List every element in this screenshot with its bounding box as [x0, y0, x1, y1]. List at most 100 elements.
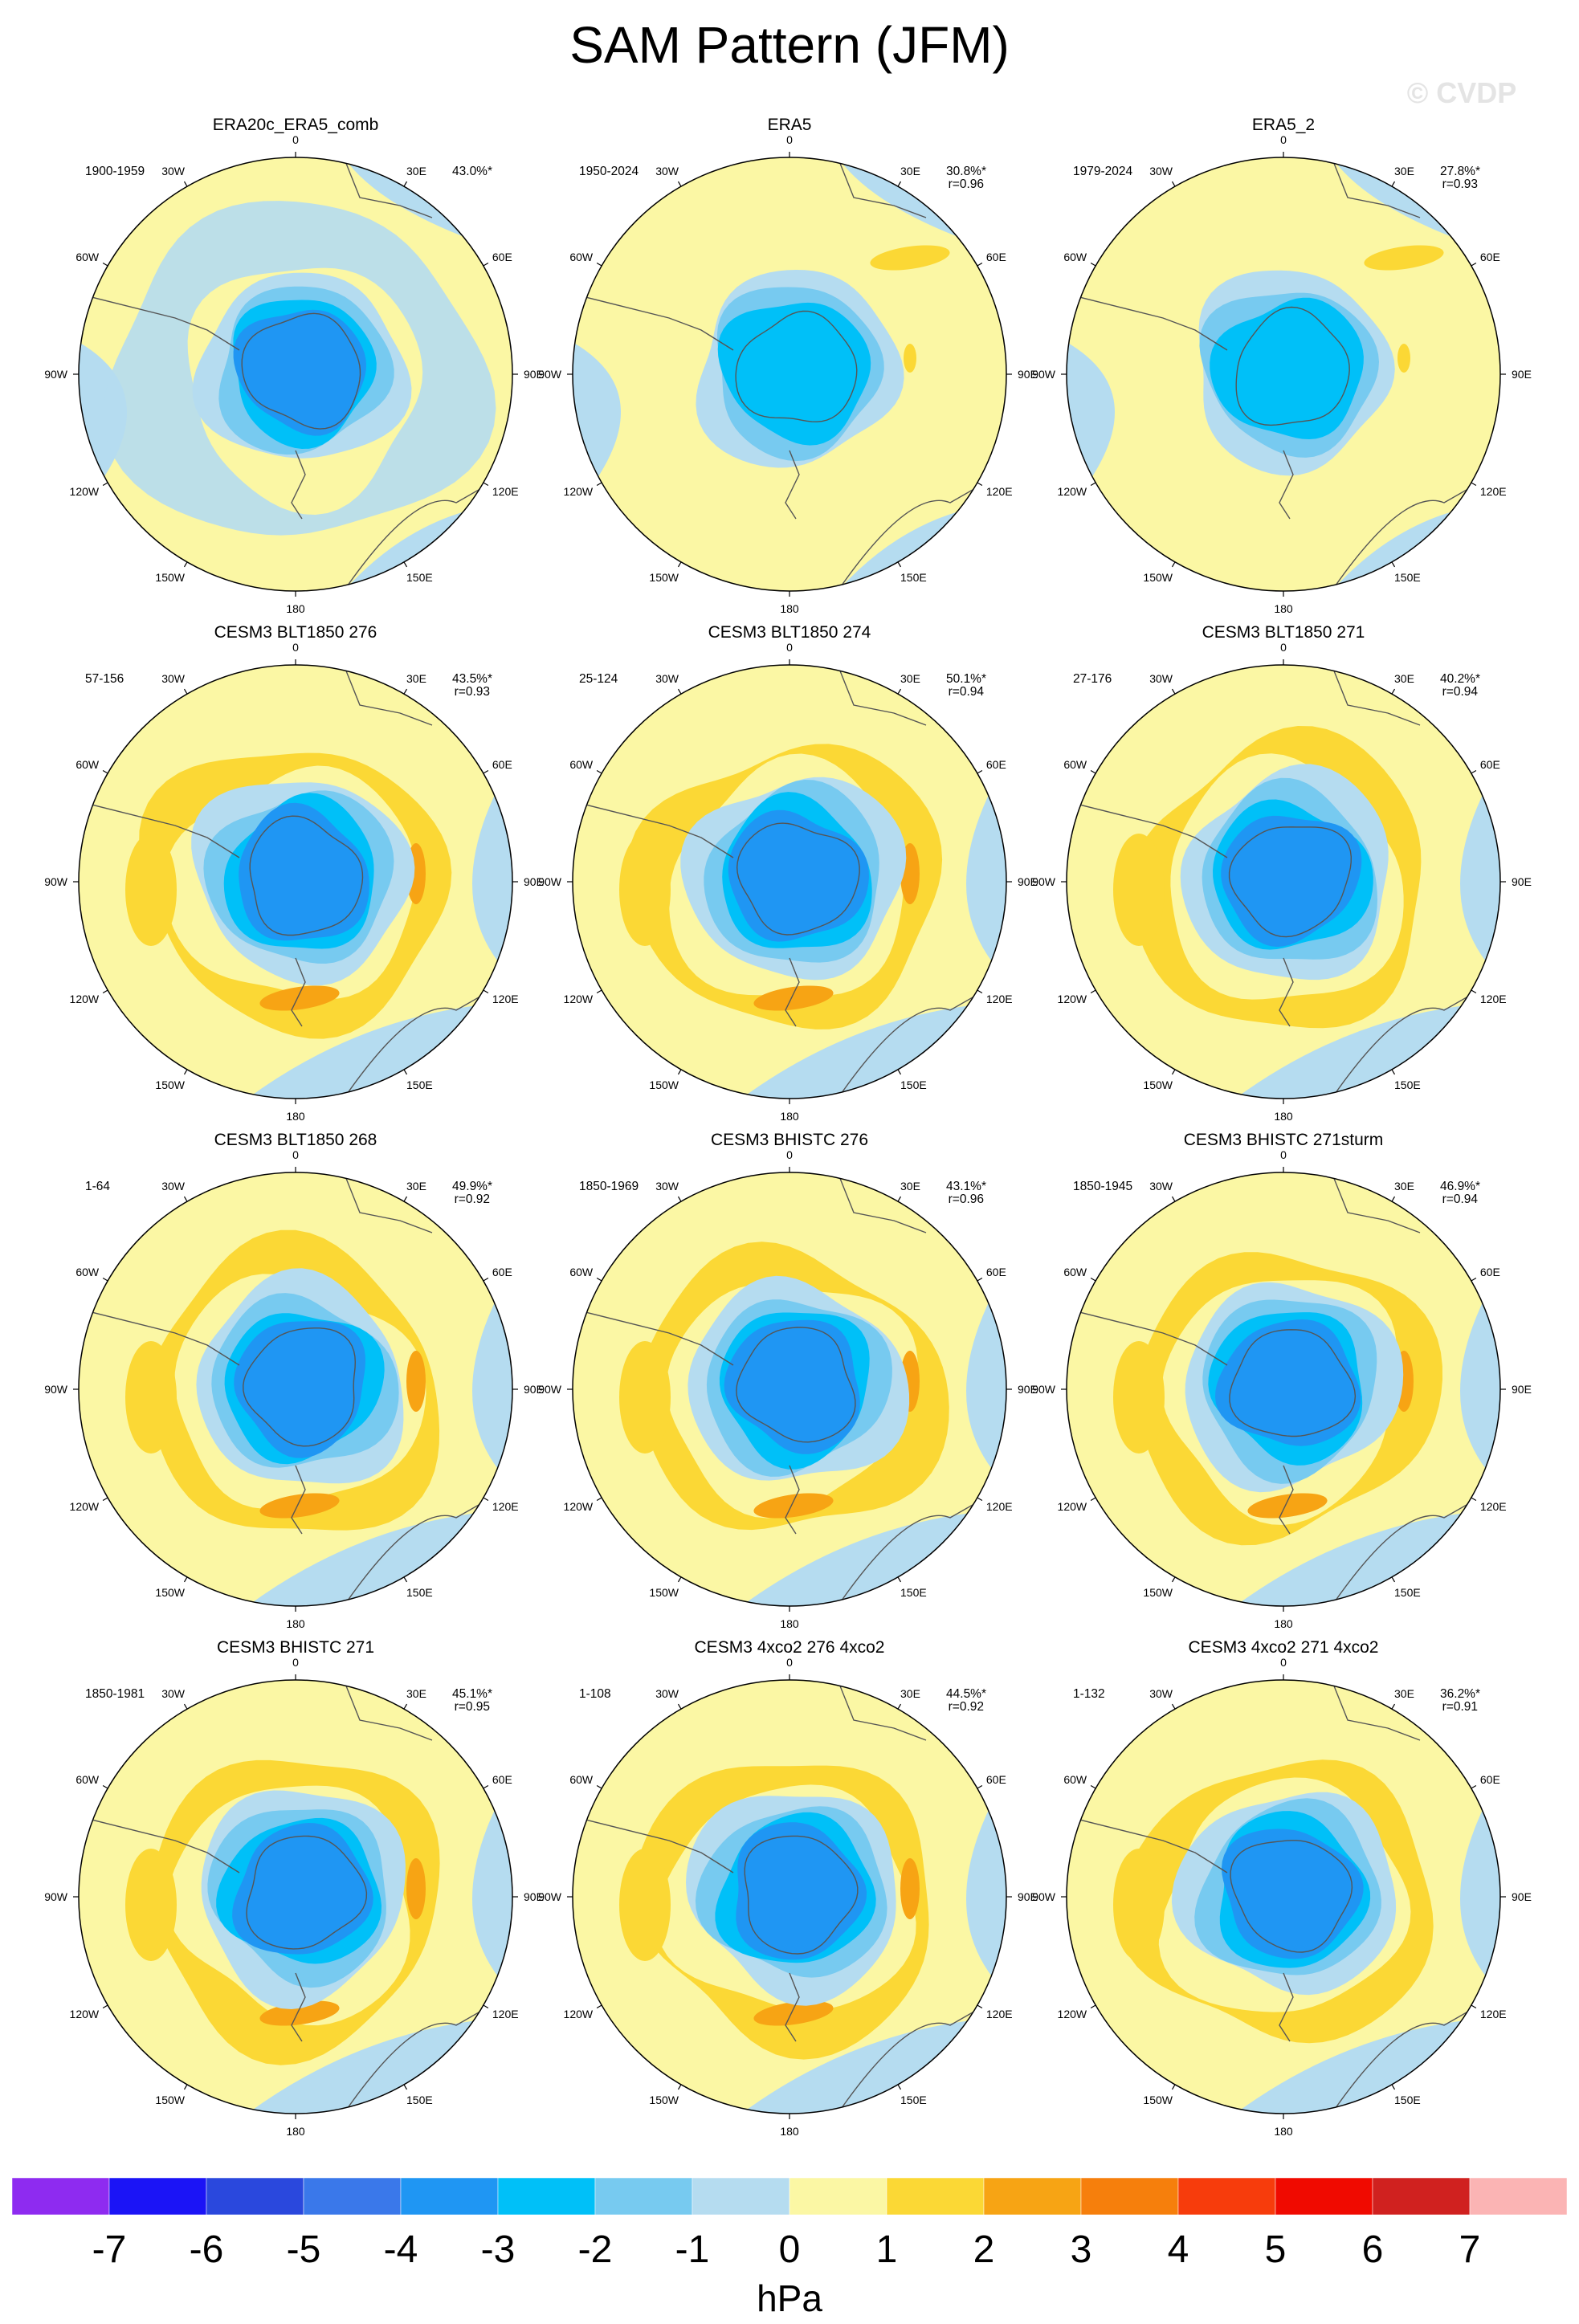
lon-label: 180: [780, 1617, 799, 1630]
lon-tick: [183, 1196, 188, 1202]
lon-label: 90W: [1032, 1890, 1056, 1903]
pattern-correlation: r=0.93: [455, 685, 490, 699]
lon-label: 30E: [900, 672, 920, 685]
lon-tick: [1090, 769, 1096, 774]
panel-period: 27-176: [1073, 672, 1112, 686]
lon-tick: [977, 1784, 983, 1789]
pattern-correlation: r=0.96: [949, 1193, 984, 1206]
panel-period: 1-108: [579, 1687, 611, 1701]
lon-label: 180: [780, 1110, 799, 1123]
positive-lobe: [125, 1849, 177, 1961]
lon-label: 90W: [1032, 368, 1056, 381]
lon-tick: [1090, 1277, 1096, 1282]
lon-label: 60E: [492, 1266, 512, 1278]
lon-label: 30W: [1149, 1687, 1173, 1700]
colorbar-swatch: [789, 2177, 887, 2216]
lon-tick: [183, 181, 188, 187]
lon-tick: [1090, 482, 1096, 487]
lon-tick: [897, 561, 902, 568]
lon-label: 30E: [406, 672, 426, 685]
lon-label: 120E: [492, 2008, 519, 2020]
lon-tick: [183, 1069, 188, 1075]
lon-tick: [183, 561, 188, 568]
lon-tick: [897, 1576, 902, 1583]
positive-lobe: [1364, 245, 1444, 271]
lon-label: 60W: [75, 1773, 100, 1786]
map-panel: 0 30E 60E 90E 120E 150E 180 150W 120W 90W 60W 30W CE…: [44, 623, 544, 1123]
lon-label: 60W: [569, 251, 594, 263]
pattern-correlation: r=0.93: [1442, 177, 1478, 191]
pattern-correlation: r=0.94: [1442, 685, 1479, 699]
lon-label: 180: [286, 1110, 305, 1123]
slp-field: [1067, 665, 1500, 1099]
lon-tick: [677, 1576, 682, 1583]
lon-tick: [1391, 1576, 1396, 1583]
lon-label: 30W: [1149, 165, 1173, 177]
lon-label: 150W: [155, 1586, 185, 1599]
lon-tick: [1391, 561, 1396, 568]
lon-label: 150W: [155, 571, 185, 584]
colorbar-label: -6: [190, 2228, 224, 2271]
lon-label: 150W: [1143, 2094, 1173, 2106]
max-lobe: [753, 985, 834, 1011]
lon-label: 180: [1274, 2125, 1293, 2138]
lon-label: 150W: [649, 571, 679, 584]
lon-label: 90E: [524, 1890, 544, 1903]
lon-tick: [596, 1277, 602, 1282]
colorbar-swatch: [692, 2177, 790, 2216]
lon-label: 120W: [564, 993, 594, 1005]
lon-label: 30W: [1149, 672, 1173, 685]
lon-label: 120E: [986, 485, 1013, 498]
map-panel: 0 30E 60E 90E 120E 150E 180 150W 120W 90W 60W 30W ER…: [538, 116, 1038, 615]
lon-tick: [1471, 2004, 1477, 2009]
figure-title: SAM Pattern (JFM): [569, 16, 1010, 74]
map-panel: 0 30E 60E 90E 120E 150E 180 150W 120W 90W 60W 30W CE…: [538, 623, 1038, 1123]
lon-label: 60E: [986, 1773, 1006, 1786]
lon-tick: [483, 769, 489, 774]
explained-variance: 27.8%*: [1440, 165, 1480, 178]
lon-label: 0: [786, 1148, 793, 1161]
coastlines: [1067, 1680, 1500, 2114]
lon-tick: [1391, 1703, 1396, 1710]
panel-title: ERA5: [768, 116, 812, 134]
lon-label: 90W: [1032, 1383, 1056, 1396]
map-panel: 0 30E 60E 90E 120E 150E 180 150W 120W 90W 60W 30W ER…: [44, 116, 544, 615]
lon-tick: [1471, 989, 1477, 994]
panel-title: CESM3 BHISTC 271sturm: [1184, 1131, 1384, 1149]
colorbar-swatch: [400, 2177, 499, 2216]
lon-label: 180: [1274, 1617, 1293, 1630]
colorbar-swatch: [886, 2177, 985, 2216]
negative-center-band: [233, 309, 366, 436]
lon-label: 90E: [1018, 875, 1038, 888]
lon-label: 180: [286, 602, 305, 615]
lon-label: 120W: [564, 1500, 594, 1513]
lon-label: 180: [1274, 602, 1293, 615]
lon-label: 150W: [1143, 1078, 1173, 1091]
lon-label: 150E: [406, 571, 433, 584]
lon-label: 60E: [492, 1773, 512, 1786]
lon-tick: [1090, 1497, 1096, 1502]
lon-label: 90W: [44, 1890, 68, 1903]
panel-period: 1950-2024: [579, 165, 639, 178]
lon-label: 120E: [492, 993, 519, 1005]
coastlines: [79, 157, 512, 591]
lon-label: 150E: [406, 1586, 433, 1599]
lon-label: 120E: [1480, 485, 1507, 498]
lon-label: 90E: [524, 875, 544, 888]
lon-label: 150W: [649, 2094, 679, 2106]
lon-label: 120W: [1058, 2008, 1087, 2020]
slp-field: [79, 1680, 512, 2114]
positive-lobe: [125, 1341, 177, 1454]
lon-tick: [1171, 1196, 1176, 1202]
explained-variance: 43.0%*: [452, 165, 492, 178]
panel-period: 1850-1981: [85, 1687, 145, 1701]
lon-label: 0: [1280, 641, 1287, 654]
panel-period: 57-156: [85, 672, 124, 686]
negative-center-band: [1222, 1829, 1364, 1959]
lon-tick: [1471, 1277, 1477, 1282]
colorbar-swatch: [594, 2177, 693, 2216]
panel-period: 1900-1959: [85, 165, 145, 178]
lon-tick: [977, 989, 983, 994]
lon-tick: [102, 2004, 108, 2009]
lon-label: 180: [780, 2125, 799, 2138]
